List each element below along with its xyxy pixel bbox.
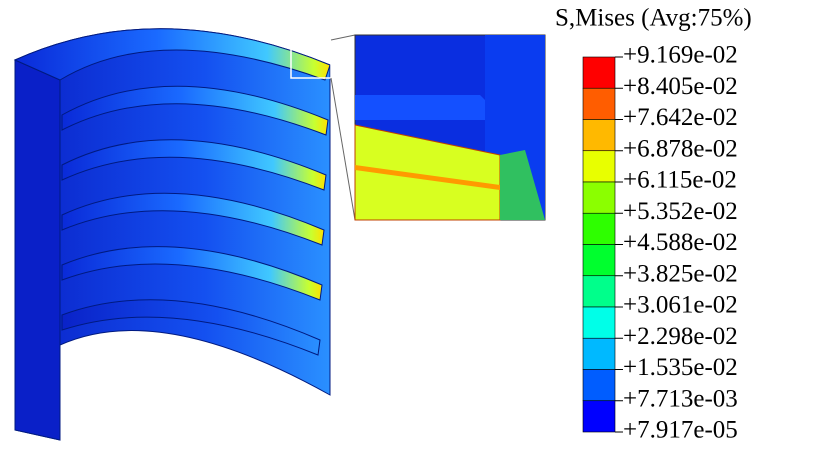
color-band xyxy=(582,56,616,89)
color-band xyxy=(582,337,616,370)
legend-label: +6.115e-02 xyxy=(623,167,737,194)
legend-title: S,Mises (Avg:75%) xyxy=(555,5,752,32)
legend-label: +7.917e-05 xyxy=(623,417,738,444)
legend-label: +8.405e-02 xyxy=(623,73,738,100)
legend-label: +7.713e-03 xyxy=(623,385,738,412)
legend-label: +7.642e-02 xyxy=(623,104,738,131)
color-band xyxy=(582,181,616,214)
color-band xyxy=(582,400,616,433)
legend: +9.169e-02 +8.405e-02 +7.642e-02 +6.878e-02… xyxy=(582,42,738,444)
legend-label: +2.298e-02 xyxy=(623,323,738,350)
color-band xyxy=(582,119,616,152)
color-band xyxy=(582,369,616,402)
color-band xyxy=(582,244,616,277)
color-band xyxy=(582,212,616,245)
legend-label: +4.588e-02 xyxy=(623,229,738,256)
legend-label: +5.352e-02 xyxy=(623,198,738,225)
color-band xyxy=(582,306,616,339)
zoom-inset xyxy=(354,34,546,221)
color-band xyxy=(582,87,616,120)
legend-label: +3.061e-02 xyxy=(623,292,738,319)
color-band xyxy=(582,150,616,183)
legend-label: +6.878e-02 xyxy=(623,135,738,162)
color-band xyxy=(582,275,616,308)
legend-label: +3.825e-02 xyxy=(623,260,738,287)
legend-label: +9.169e-02 xyxy=(623,42,738,69)
legend-label: +1.535e-02 xyxy=(623,354,738,381)
cylinder-model xyxy=(13,28,356,441)
